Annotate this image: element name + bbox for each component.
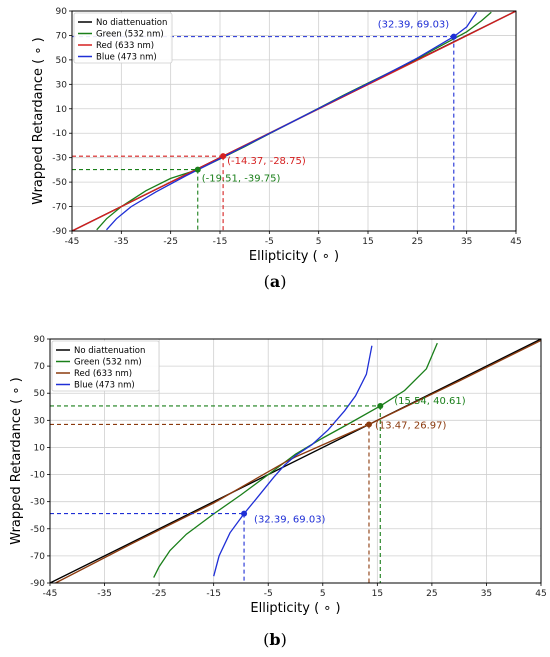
y-tick-label: -70 [52,203,67,213]
panel-label: (b) [263,630,287,649]
y-tick-label: 90 [56,7,68,17]
x-tick-label: -15 [206,589,221,599]
legend-label: Red (633 nm) [74,369,132,379]
x-tick-label: -25 [163,237,178,247]
x-tick-label: -45 [65,237,80,247]
legend-label: No diattenuation [96,18,167,28]
y-tick-label: 30 [34,416,46,426]
x-tick-label: 45 [510,237,521,247]
x-tick-label: 25 [426,589,437,599]
point-marker [241,510,248,517]
y-tick-label: 10 [56,105,68,115]
legend-label: Blue (473 nm) [96,53,157,63]
legend-box [73,12,173,64]
x-tick-label: 25 [412,237,423,247]
y-tick-label: -30 [52,154,67,164]
panel-label: (a) [264,272,287,291]
legend-label: Blue (473 nm) [74,381,135,391]
x-tick-label: 35 [481,589,492,599]
legend-label: Green (532 nm) [96,30,164,40]
x-axis-label: Ellipticity ( ∘ ) [250,601,340,616]
series-line-blue [106,11,478,231]
legend-box [51,340,160,392]
plot-frame [71,10,517,232]
x-tick-label: -45 [43,589,58,599]
x-tick-label: -35 [114,237,129,247]
legend-label: No diattenuation [74,346,145,356]
y-tick-label: -50 [30,525,45,535]
y-tick-label: 50 [56,56,68,66]
y-tick-label: 90 [34,335,46,345]
plot-frame [49,338,542,584]
x-axis-label: Ellipticity ( ∘ ) [249,249,339,264]
point-annotation: (15.54, 40.61) [394,396,466,407]
chart-panel-b: (15.54, 40.61) (13.47, 26.97) (32.39, 69.0… [0,325,550,657]
x-tick-label: -5 [264,589,273,599]
y-tick-label: -30 [30,498,45,508]
legend-label: Red (633 nm) [96,41,154,51]
x-tick-label: -15 [213,237,228,247]
y-tick-label: -50 [52,178,67,188]
point-marker [377,402,384,409]
x-tick-label: -35 [97,589,112,599]
point-annotation: (-14.37, -28.75) [227,156,306,167]
x-tick-label: -25 [152,589,167,599]
x-tick-label: 35 [461,237,472,247]
y-tick-label: -10 [30,471,45,481]
y-tick-label: -90 [52,227,67,237]
x-tick-label: -5 [265,237,274,247]
series-line-blue [213,345,373,577]
legend-label: Green (532 nm) [74,358,142,368]
x-tick-label: 5 [316,237,322,247]
x-tick-label: 15 [362,237,373,247]
y-tick-label: -70 [30,552,45,562]
y-tick-label: 70 [56,31,68,41]
point-annotation: (32.39, 69.03) [378,20,450,31]
x-tick-label: 15 [372,589,383,599]
x-tick-label: 45 [535,589,546,599]
chart-b-svg: (15.54, 40.61) (13.47, 26.97) (32.39, 69.0… [9,335,547,649]
y-tick-label: 30 [56,80,68,90]
y-axis-label: Wrapped Retardance ( ∘ ) [31,37,46,204]
point-marker [194,166,201,173]
point-marker [450,33,457,40]
series-line-no [49,338,542,584]
y-tick-label: -90 [30,579,45,589]
x-tick-label: 5 [320,589,326,599]
point-annotation: (-19.51, -39.75) [202,174,281,185]
y-tick-label: 50 [34,389,46,399]
y-tick-label: -10 [52,129,67,139]
point-marker [220,153,227,160]
chart-panel-a: (32.39, 69.03) (-14.37, -28.75) (-19.51, -… [0,0,550,298]
point-annotation: (32.39, 69.03) [254,515,326,526]
point-marker [365,421,372,428]
y-tick-label: 70 [34,362,46,372]
y-tick-label: 10 [34,443,46,453]
y-axis-label: Wrapped Retardance ( ∘ ) [9,377,24,544]
chart-a-svg: (32.39, 69.03) (-14.37, -28.75) (-19.51, -… [31,7,522,291]
point-annotation: (13.47, 26.97) [375,420,447,431]
